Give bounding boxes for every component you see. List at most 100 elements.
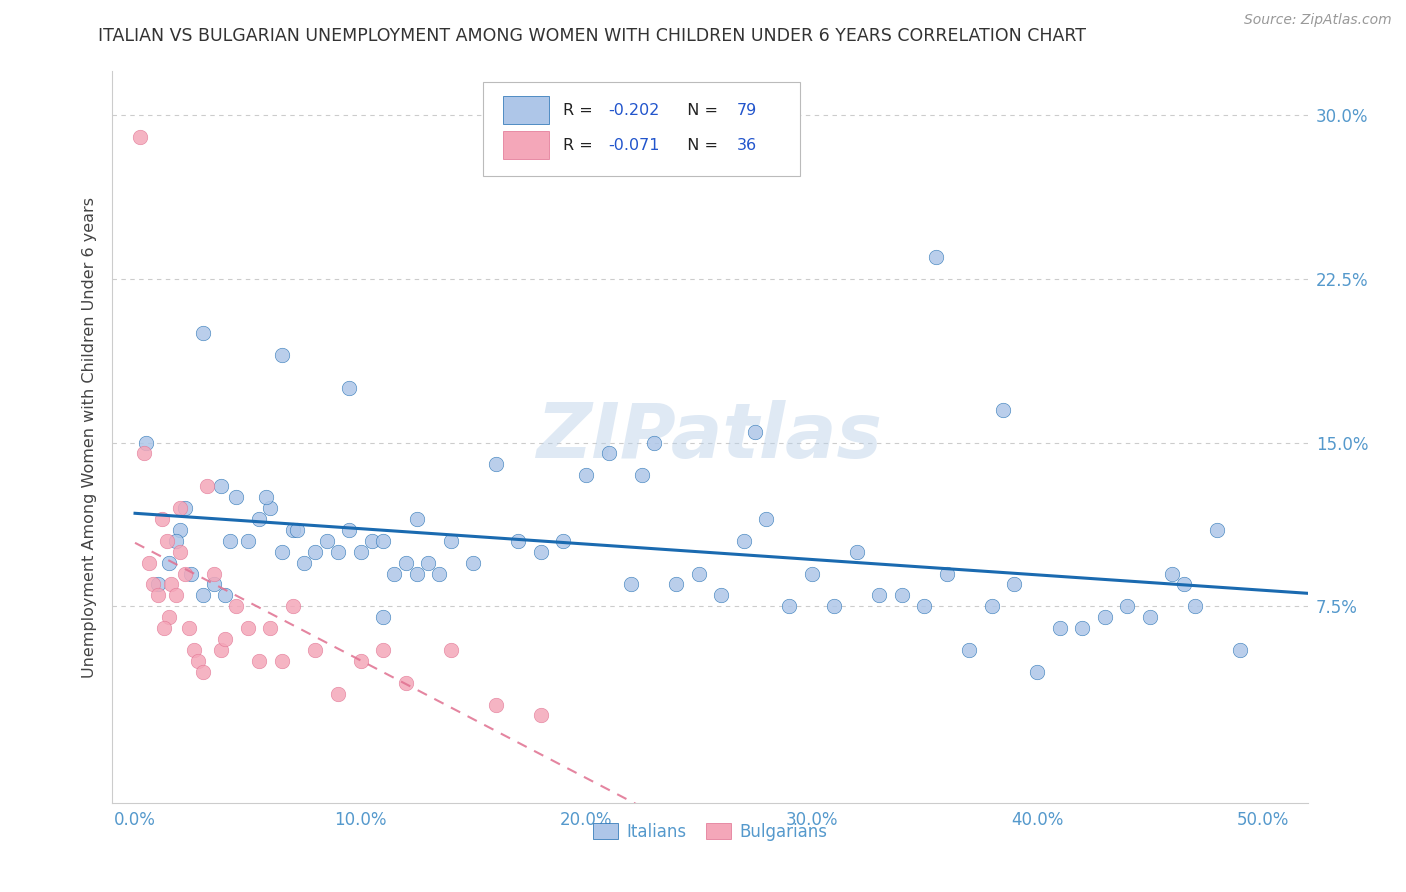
Point bbox=[337, 523, 360, 537]
Point bbox=[259, 621, 281, 635]
Point bbox=[195, 479, 218, 493]
Point bbox=[598, 446, 620, 460]
Point bbox=[304, 545, 326, 559]
Point bbox=[225, 599, 247, 614]
Point bbox=[1026, 665, 1049, 679]
Point bbox=[191, 665, 214, 679]
Point bbox=[287, 523, 309, 537]
Point bbox=[845, 545, 868, 559]
Text: R =: R = bbox=[562, 137, 598, 153]
Text: R =: R = bbox=[562, 103, 598, 118]
Point bbox=[755, 512, 778, 526]
Point bbox=[485, 458, 508, 472]
Point bbox=[187, 654, 209, 668]
Text: 36: 36 bbox=[737, 137, 756, 153]
Point bbox=[225, 490, 247, 504]
Point bbox=[935, 566, 957, 581]
Point bbox=[643, 435, 665, 450]
Point bbox=[142, 577, 165, 591]
Point bbox=[315, 533, 337, 548]
Point bbox=[132, 446, 155, 460]
Point bbox=[281, 599, 304, 614]
Point bbox=[406, 566, 429, 581]
Point bbox=[173, 566, 195, 581]
Point bbox=[202, 577, 225, 591]
FancyBboxPatch shape bbox=[484, 82, 800, 176]
Point bbox=[371, 643, 394, 657]
Point bbox=[665, 577, 688, 591]
Point bbox=[1206, 523, 1229, 537]
Point bbox=[304, 643, 326, 657]
Point bbox=[1139, 610, 1161, 624]
Point bbox=[349, 654, 371, 668]
Point bbox=[1184, 599, 1206, 614]
Point bbox=[169, 545, 191, 559]
Point bbox=[778, 599, 800, 614]
FancyBboxPatch shape bbox=[503, 96, 548, 124]
Text: -0.202: -0.202 bbox=[609, 103, 659, 118]
Point bbox=[360, 533, 382, 548]
Point bbox=[1173, 577, 1195, 591]
Point bbox=[823, 599, 845, 614]
Point bbox=[394, 556, 416, 570]
Point bbox=[259, 501, 281, 516]
Point bbox=[236, 533, 259, 548]
Point bbox=[530, 708, 553, 723]
Point bbox=[179, 621, 201, 635]
Point bbox=[281, 523, 304, 537]
Point bbox=[688, 566, 710, 581]
Text: -0.071: -0.071 bbox=[609, 137, 659, 153]
FancyBboxPatch shape bbox=[503, 131, 548, 159]
Point bbox=[218, 533, 240, 548]
Point bbox=[214, 588, 236, 602]
Point bbox=[553, 533, 575, 548]
Point bbox=[191, 588, 214, 602]
Point bbox=[160, 577, 183, 591]
Point bbox=[463, 556, 485, 570]
Text: N =: N = bbox=[676, 137, 723, 153]
Point bbox=[173, 501, 195, 516]
Point bbox=[169, 501, 191, 516]
Point bbox=[202, 566, 225, 581]
Point bbox=[1049, 621, 1071, 635]
Point bbox=[157, 610, 180, 624]
Point bbox=[371, 533, 394, 548]
Point bbox=[1116, 599, 1139, 614]
Point bbox=[1094, 610, 1116, 624]
Point bbox=[394, 675, 416, 690]
Point bbox=[429, 566, 451, 581]
Point bbox=[209, 643, 232, 657]
Point bbox=[292, 556, 315, 570]
Point bbox=[183, 643, 205, 657]
Point bbox=[155, 533, 177, 548]
Point bbox=[349, 545, 371, 559]
Point bbox=[800, 566, 823, 581]
Point bbox=[128, 129, 150, 144]
Legend: Italians, Bulgarians: Italians, Bulgarians bbox=[585, 814, 835, 849]
Point bbox=[191, 326, 214, 341]
Point bbox=[153, 621, 176, 635]
Point bbox=[744, 425, 766, 439]
Point bbox=[135, 435, 157, 450]
Point bbox=[326, 545, 349, 559]
Point bbox=[371, 610, 394, 624]
Point bbox=[270, 654, 292, 668]
Point bbox=[247, 512, 270, 526]
Point bbox=[157, 556, 180, 570]
Point bbox=[485, 698, 508, 712]
Point bbox=[912, 599, 935, 614]
Point bbox=[1229, 643, 1251, 657]
Point bbox=[209, 479, 232, 493]
Point bbox=[146, 588, 169, 602]
Point bbox=[138, 556, 160, 570]
Point bbox=[165, 533, 187, 548]
Point bbox=[620, 577, 643, 591]
Point bbox=[150, 512, 173, 526]
Point bbox=[382, 566, 405, 581]
Point bbox=[1004, 577, 1026, 591]
Point bbox=[270, 348, 292, 362]
Point bbox=[326, 687, 349, 701]
Point bbox=[165, 588, 187, 602]
Point bbox=[868, 588, 890, 602]
Point bbox=[508, 533, 530, 548]
